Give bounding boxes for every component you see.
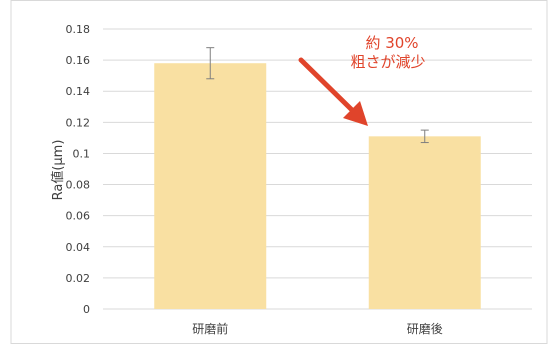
x-tick-labels: 研磨前 研磨後: [192, 321, 443, 336]
y-tick-label: 0.18: [66, 23, 91, 36]
annotation-arrow-shaft: [298, 57, 355, 113]
y-tick-label: 0: [83, 303, 90, 316]
y-tick-label: 0.02: [66, 272, 91, 285]
y-tick-label: 0.06: [66, 210, 91, 223]
annotation: 約 30% 粗さが減少: [298, 34, 426, 126]
y-tick-label: 0.1: [73, 147, 91, 160]
y-axis-label: Ra値(μm): [50, 140, 66, 201]
y-tick-label: 0.04: [66, 241, 91, 254]
bar-0: [154, 63, 267, 309]
annotation-line-2: 粗さが減少: [350, 53, 425, 71]
x-tick-label: 研磨後: [407, 322, 443, 336]
annotation-line-1: 約 30%: [365, 34, 418, 52]
x-tick-label: 研磨前: [192, 321, 228, 336]
annotation-arrow-head: [343, 101, 368, 126]
y-tick-labels: 0 0.02 0.04 0.06 0.08 0.1 0.12 0.14 0.16 0.18: [66, 23, 91, 316]
y-tick-label: 0.12: [66, 116, 91, 129]
error-bars: [206, 47, 429, 144]
y-tick-label: 0.14: [66, 85, 91, 98]
bars: [154, 63, 481, 309]
y-tick-label: 0.08: [66, 179, 91, 192]
y-tick-label: 0.16: [66, 54, 91, 67]
bar-1: [368, 136, 481, 309]
